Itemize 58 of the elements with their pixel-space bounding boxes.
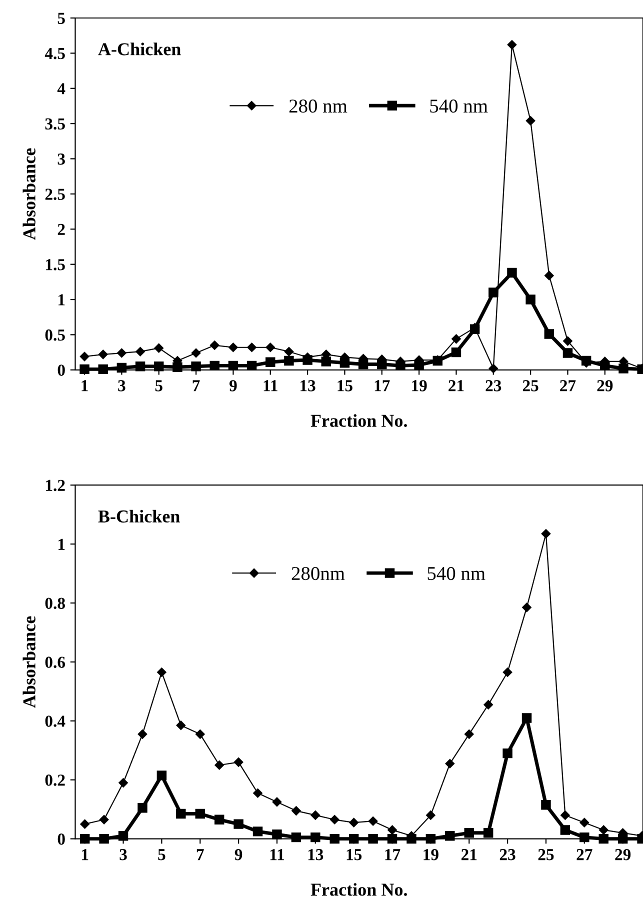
- x-tick-label: 9: [234, 849, 242, 860]
- y-tick-label: 2: [58, 224, 65, 235]
- y-axis-title: Absorbance: [22, 616, 36, 708]
- y-tick-label: 0: [58, 364, 65, 376]
- legend-label: 540 nm: [430, 100, 488, 113]
- x-tick-label: 23: [486, 380, 502, 392]
- x-tick-label: 29: [615, 849, 631, 860]
- x-tick-label: 7: [196, 849, 204, 860]
- x-tick-label: 11: [270, 849, 284, 860]
- legend-label: 280nm: [292, 566, 345, 580]
- x-tick-label: 21: [448, 380, 464, 392]
- x-tick-label: 29: [597, 380, 613, 392]
- x-tick-label: 25: [522, 380, 538, 392]
- y-tick-label: 1.5: [46, 259, 65, 270]
- x-tick-label: 9: [229, 380, 237, 392]
- legend-label: 540 nm: [428, 566, 486, 580]
- y-axis-title: Absorbance: [22, 148, 36, 240]
- y-tick-label: 0: [58, 834, 65, 845]
- y-tick-label: 0.4: [45, 716, 66, 727]
- y-tick-label: 0.8: [45, 598, 65, 610]
- y-tick-label: 3.5: [45, 118, 65, 130]
- y-tick-label: 0.5: [45, 329, 65, 341]
- y-tick-label: 1: [58, 294, 65, 306]
- x-tick-label: 11: [264, 380, 278, 392]
- x-tick-label: 21: [461, 849, 477, 860]
- y-tick-label: 0.2: [45, 774, 65, 786]
- x-tick-label: 5: [158, 849, 166, 860]
- x-tick-label: 27: [560, 380, 576, 392]
- x-axis-title: Fraction No.: [310, 414, 407, 427]
- x-tick-label: 19: [412, 380, 427, 392]
- x-tick-label: 25: [538, 849, 554, 860]
- x-tick-label: 17: [385, 849, 400, 860]
- x-tick-label: 13: [300, 380, 316, 392]
- x-tick-label: 17: [374, 380, 390, 392]
- legend-label: 280 nm: [289, 100, 348, 113]
- x-tick-label: 1: [82, 849, 88, 860]
- x-tick-label: 13: [308, 849, 324, 860]
- text: A-Chicken: [98, 42, 181, 56]
- y-tick-label: 1.2: [46, 480, 65, 492]
- text: B-Chicken: [98, 510, 180, 523]
- y-tick-label: 5: [58, 12, 65, 24]
- x-tick-label: 5: [155, 380, 162, 392]
- y-tick-label: 4.5: [44, 48, 65, 60]
- x-tick-label: 15: [346, 849, 362, 860]
- x-tick-label: 27: [576, 849, 592, 860]
- x-tick-label: 3: [118, 380, 126, 392]
- x-tick-label: 19: [424, 849, 438, 860]
- x-tick-label: 23: [500, 849, 516, 860]
- y-tick-label: 2.5: [45, 188, 65, 200]
- y-tick-label: 0.6: [45, 656, 66, 668]
- x-tick-label: 7: [192, 380, 200, 392]
- x-tick-label: 3: [120, 849, 127, 860]
- x-tick-label: 15: [338, 380, 352, 392]
- y-tick-label: 4: [57, 83, 66, 94]
- y-tick-label: 3: [58, 154, 65, 165]
- x-tick-label: 1: [82, 380, 88, 392]
- x-axis-title: Fraction No.: [310, 883, 407, 896]
- y-tick-label: 1: [58, 538, 65, 550]
